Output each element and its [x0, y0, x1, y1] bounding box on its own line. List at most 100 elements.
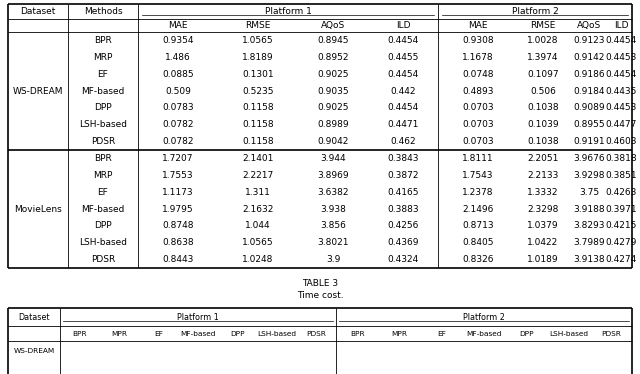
Text: 0.4454: 0.4454 [605, 70, 637, 79]
Text: 0.4455: 0.4455 [387, 53, 419, 62]
Text: 3.9676: 3.9676 [573, 154, 605, 163]
Text: LSH-based: LSH-based [549, 331, 588, 337]
Text: 0.9042: 0.9042 [317, 137, 349, 146]
Text: 1.2378: 1.2378 [462, 188, 493, 197]
Text: LSH-based: LSH-based [257, 331, 296, 337]
Text: 0.8713: 0.8713 [462, 221, 494, 230]
Text: 0.4471: 0.4471 [387, 120, 419, 129]
Text: 0.8326: 0.8326 [462, 255, 493, 264]
Text: MAE: MAE [468, 21, 488, 30]
Text: LSH-based: LSH-based [79, 238, 127, 247]
Text: 1.7553: 1.7553 [162, 171, 194, 180]
Text: WS-DREAM: WS-DREAM [13, 348, 54, 354]
Text: 0.1038: 0.1038 [527, 103, 559, 112]
Text: BPR: BPR [72, 331, 87, 337]
Text: 0.4893: 0.4893 [462, 86, 493, 95]
Text: PDSR: PDSR [307, 331, 326, 337]
Text: 0.4453: 0.4453 [605, 103, 637, 112]
Text: 1.3332: 1.3332 [527, 188, 559, 197]
Text: 0.9025: 0.9025 [317, 70, 349, 79]
Text: 0.9025: 0.9025 [317, 103, 349, 112]
Text: DPP: DPP [230, 331, 244, 337]
Text: AQoS: AQoS [321, 21, 345, 30]
Text: 0.4324: 0.4324 [387, 255, 419, 264]
Text: 0.8405: 0.8405 [462, 238, 493, 247]
Text: 0.3872: 0.3872 [387, 171, 419, 180]
Text: MF-based: MF-based [467, 331, 502, 337]
Text: 0.9184: 0.9184 [573, 86, 605, 95]
Text: LSH-based: LSH-based [79, 120, 127, 129]
Text: ILD: ILD [614, 21, 628, 30]
Text: 0.3843: 0.3843 [387, 154, 419, 163]
Text: Platform 1: Platform 1 [264, 7, 312, 16]
Text: 0.4477: 0.4477 [605, 120, 637, 129]
Text: 2.2133: 2.2133 [527, 171, 559, 180]
Text: MAE: MAE [168, 21, 188, 30]
Text: MovieLens: MovieLens [14, 205, 62, 214]
Text: 1.0565: 1.0565 [242, 36, 274, 45]
Text: 0.4165: 0.4165 [387, 188, 419, 197]
Text: DPP: DPP [94, 221, 112, 230]
Text: 2.1496: 2.1496 [462, 205, 493, 214]
Text: 0.3851: 0.3851 [605, 171, 637, 180]
Text: 2.1401: 2.1401 [243, 154, 274, 163]
Text: 0.4454: 0.4454 [605, 36, 637, 45]
Text: 1.7207: 1.7207 [163, 154, 194, 163]
Text: Methods: Methods [84, 7, 122, 16]
Text: 3.9: 3.9 [326, 255, 340, 264]
Text: 1.0189: 1.0189 [527, 255, 559, 264]
Text: 1.1173: 1.1173 [162, 188, 194, 197]
Text: 1.0028: 1.0028 [527, 36, 559, 45]
Text: DPP: DPP [94, 103, 112, 112]
Text: 1.311: 1.311 [245, 188, 271, 197]
Text: 0.442: 0.442 [390, 86, 416, 95]
Text: 0.0885: 0.0885 [162, 70, 194, 79]
Text: PDSR: PDSR [91, 137, 115, 146]
Text: 0.4279: 0.4279 [605, 238, 637, 247]
Text: EF: EF [154, 331, 163, 337]
Text: 3.8969: 3.8969 [317, 171, 349, 180]
Text: Dataset: Dataset [19, 313, 50, 322]
Text: 0.9123: 0.9123 [573, 36, 605, 45]
Text: 3.8021: 3.8021 [317, 238, 349, 247]
Text: 1.0379: 1.0379 [527, 221, 559, 230]
Text: 1.7543: 1.7543 [462, 171, 493, 180]
Text: 0.0782: 0.0782 [163, 120, 194, 129]
Text: 0.506: 0.506 [530, 86, 556, 95]
Text: Time cost.: Time cost. [297, 291, 343, 300]
Text: BPR: BPR [350, 331, 364, 337]
Text: 0.1158: 0.1158 [242, 103, 274, 112]
Text: PDSR: PDSR [601, 331, 621, 337]
Text: Platform 1: Platform 1 [177, 313, 219, 322]
Text: 3.6382: 3.6382 [317, 188, 349, 197]
Text: 3.938: 3.938 [320, 205, 346, 214]
Text: 0.9354: 0.9354 [163, 36, 194, 45]
Text: 3.9138: 3.9138 [573, 255, 605, 264]
Text: 0.1158: 0.1158 [242, 137, 274, 146]
Text: 0.4603: 0.4603 [605, 137, 637, 146]
Text: 0.9308: 0.9308 [462, 36, 494, 45]
Text: 0.0748: 0.0748 [462, 70, 493, 79]
Text: 2.2051: 2.2051 [527, 154, 559, 163]
Text: 3.9188: 3.9188 [573, 205, 605, 214]
Text: 0.462: 0.462 [390, 137, 416, 146]
Text: 0.3883: 0.3883 [387, 205, 419, 214]
Text: 0.0783: 0.0783 [162, 103, 194, 112]
Text: 2.2217: 2.2217 [243, 171, 274, 180]
Text: 0.4263: 0.4263 [605, 188, 637, 197]
Text: 3.7989: 3.7989 [573, 238, 605, 247]
Text: Dataset: Dataset [20, 7, 56, 16]
Text: 2.3298: 2.3298 [527, 205, 559, 214]
Text: 0.3971: 0.3971 [605, 205, 637, 214]
Text: 0.1097: 0.1097 [527, 70, 559, 79]
Text: PDSR: PDSR [91, 255, 115, 264]
Text: EF: EF [98, 188, 108, 197]
Text: 0.9191: 0.9191 [573, 137, 605, 146]
Text: 0.8638: 0.8638 [162, 238, 194, 247]
Text: 0.8952: 0.8952 [317, 53, 349, 62]
Text: Platform 2: Platform 2 [511, 7, 558, 16]
Text: 0.0703: 0.0703 [462, 103, 494, 112]
Text: Platform 2: Platform 2 [463, 313, 505, 322]
Text: MPR: MPR [392, 331, 408, 337]
Text: MRP: MRP [93, 171, 113, 180]
